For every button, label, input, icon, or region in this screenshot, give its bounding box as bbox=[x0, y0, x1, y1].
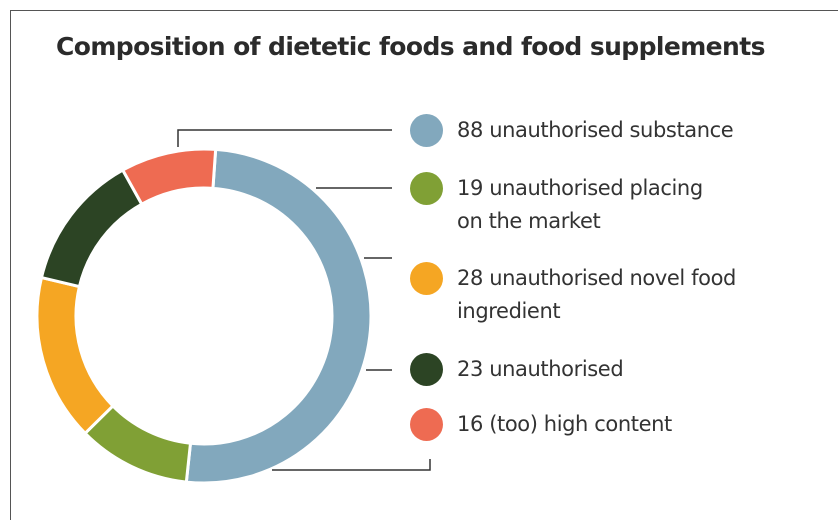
legend-label-4: 23 unauthorised bbox=[457, 353, 624, 386]
legend-label-line: ingredient bbox=[457, 299, 561, 323]
leader-line-1 bbox=[177, 129, 392, 147]
legend-item-4: 23 unauthorised bbox=[410, 353, 624, 386]
legend-label-3: 28 unauthorised novel food ingredient bbox=[457, 262, 736, 328]
legend-item-5: 16 (too) high content bbox=[410, 408, 672, 441]
legend-swatch-3 bbox=[410, 262, 443, 295]
legend-item-3: 28 unauthorised novel food ingredient bbox=[410, 262, 736, 328]
donut-slice-3 bbox=[35, 275, 116, 436]
chart-frame bbox=[10, 10, 838, 520]
legend-swatch-2 bbox=[410, 172, 443, 205]
legend-label-line: 88 unauthorised substance bbox=[457, 118, 734, 142]
legend-item-2: 19 unauthorised placing on the market bbox=[410, 172, 703, 238]
legend-label-line: 19 unauthorised placing bbox=[457, 176, 703, 200]
legend-label-2: 19 unauthorised placing on the market bbox=[457, 172, 703, 238]
legend-label-line: 28 unauthorised novel food bbox=[457, 266, 736, 290]
legend-swatch-4 bbox=[410, 353, 443, 386]
legend-label-5: 16 (too) high content bbox=[457, 408, 672, 441]
legend-label-line: on the market bbox=[457, 209, 601, 233]
legend-label-line: 23 unauthorised bbox=[457, 357, 624, 381]
donut-slice-5 bbox=[120, 147, 218, 207]
legend-swatch-1 bbox=[410, 114, 443, 147]
donut-slice-4 bbox=[39, 168, 144, 289]
legend-item-1: 88 unauthorised substance bbox=[410, 114, 734, 147]
legend-label-1: 88 unauthorised substance bbox=[457, 114, 734, 147]
donut-slice-1 bbox=[184, 147, 373, 485]
leader-line-5 bbox=[272, 459, 431, 471]
legend-swatch-5 bbox=[410, 408, 443, 441]
legend-label-line: 16 (too) high content bbox=[457, 412, 672, 436]
chart-title: Composition of dietetic foods and food s… bbox=[56, 32, 765, 61]
